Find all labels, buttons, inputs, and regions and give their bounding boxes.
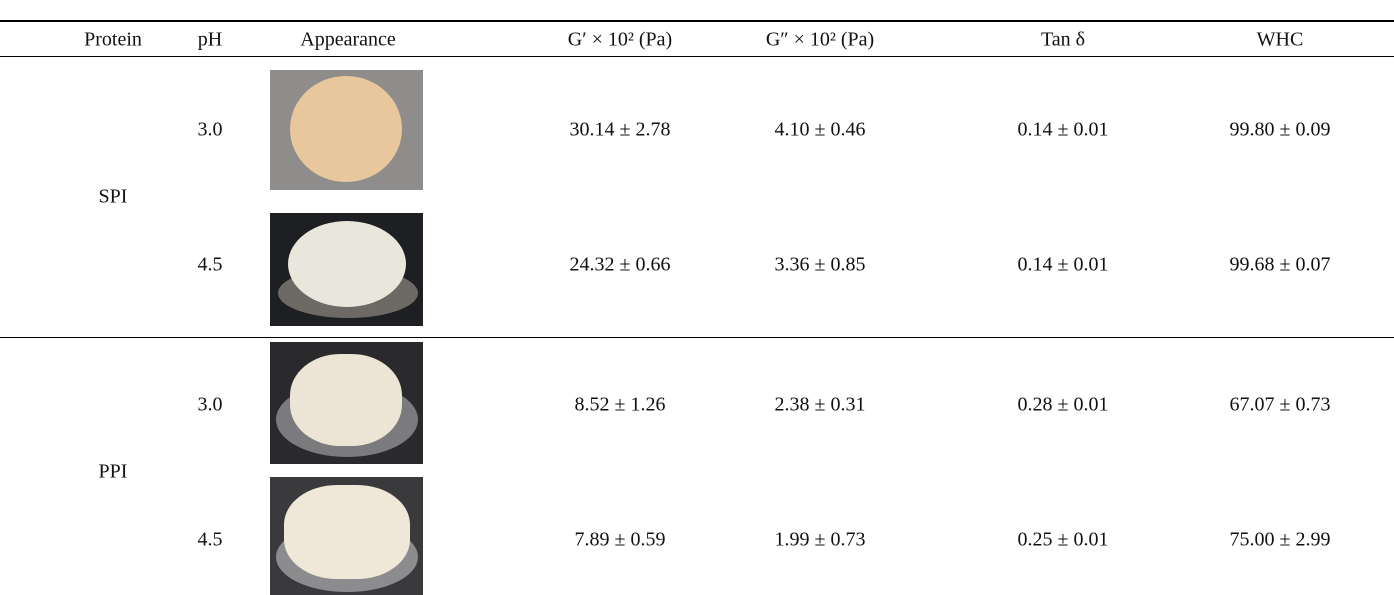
- value-cell: 0.14 ± 0.01: [1018, 119, 1109, 142]
- table-page: Protein pH Appearance G′ × 10² (Pa) G″ ×…: [0, 0, 1394, 595]
- value-cell: 1.99 ± 0.73: [775, 529, 866, 552]
- value-cell: 99.80 ± 0.09: [1230, 119, 1331, 142]
- value-cell: 67.07 ± 0.73: [1230, 394, 1331, 417]
- sample-photo: [270, 213, 423, 326]
- sample-photo: [270, 342, 423, 464]
- value-cell: 2.38 ± 0.31: [775, 394, 866, 417]
- protein-cell: SPI: [99, 186, 128, 209]
- top-rule: [0, 20, 1394, 22]
- value-cell: 0.14 ± 0.01: [1018, 254, 1109, 277]
- gel: [290, 76, 402, 182]
- protein-cell: PPI: [99, 461, 128, 484]
- value-cell: 0.28 ± 0.01: [1018, 394, 1109, 417]
- header-cell: G″ × 10² (Pa): [766, 29, 874, 52]
- gel: [288, 221, 406, 307]
- header-cell: G′ × 10² (Pa): [568, 29, 672, 52]
- ph-cell: 3.0: [198, 394, 223, 417]
- value-cell: 75.00 ± 2.99: [1230, 529, 1331, 552]
- gel: [290, 354, 402, 446]
- sample-photo: [270, 70, 423, 190]
- ph-cell: 3.0: [198, 119, 223, 142]
- value-cell: 0.25 ± 0.01: [1018, 529, 1109, 552]
- value-cell: 3.36 ± 0.85: [775, 254, 866, 277]
- header-cell: Protein: [84, 29, 142, 52]
- value-cell: 7.89 ± 0.59: [575, 529, 666, 552]
- value-cell: 30.14 ± 2.78: [570, 119, 671, 142]
- ph-cell: 4.5: [198, 254, 223, 277]
- header-rule: [0, 56, 1394, 57]
- ph-cell: 4.5: [198, 529, 223, 552]
- value-cell: 8.52 ± 1.26: [575, 394, 666, 417]
- value-cell: 24.32 ± 0.66: [570, 254, 671, 277]
- header-cell: Appearance: [300, 29, 396, 52]
- gel: [284, 485, 410, 579]
- header-cell: pH: [198, 29, 222, 52]
- value-cell: 4.10 ± 0.46: [775, 119, 866, 142]
- sample-photo: [270, 477, 423, 595]
- header-cell: WHC: [1257, 29, 1304, 52]
- group-rule: [0, 337, 1394, 338]
- value-cell: 99.68 ± 0.07: [1230, 254, 1331, 277]
- header-cell: Tan δ: [1041, 29, 1085, 52]
